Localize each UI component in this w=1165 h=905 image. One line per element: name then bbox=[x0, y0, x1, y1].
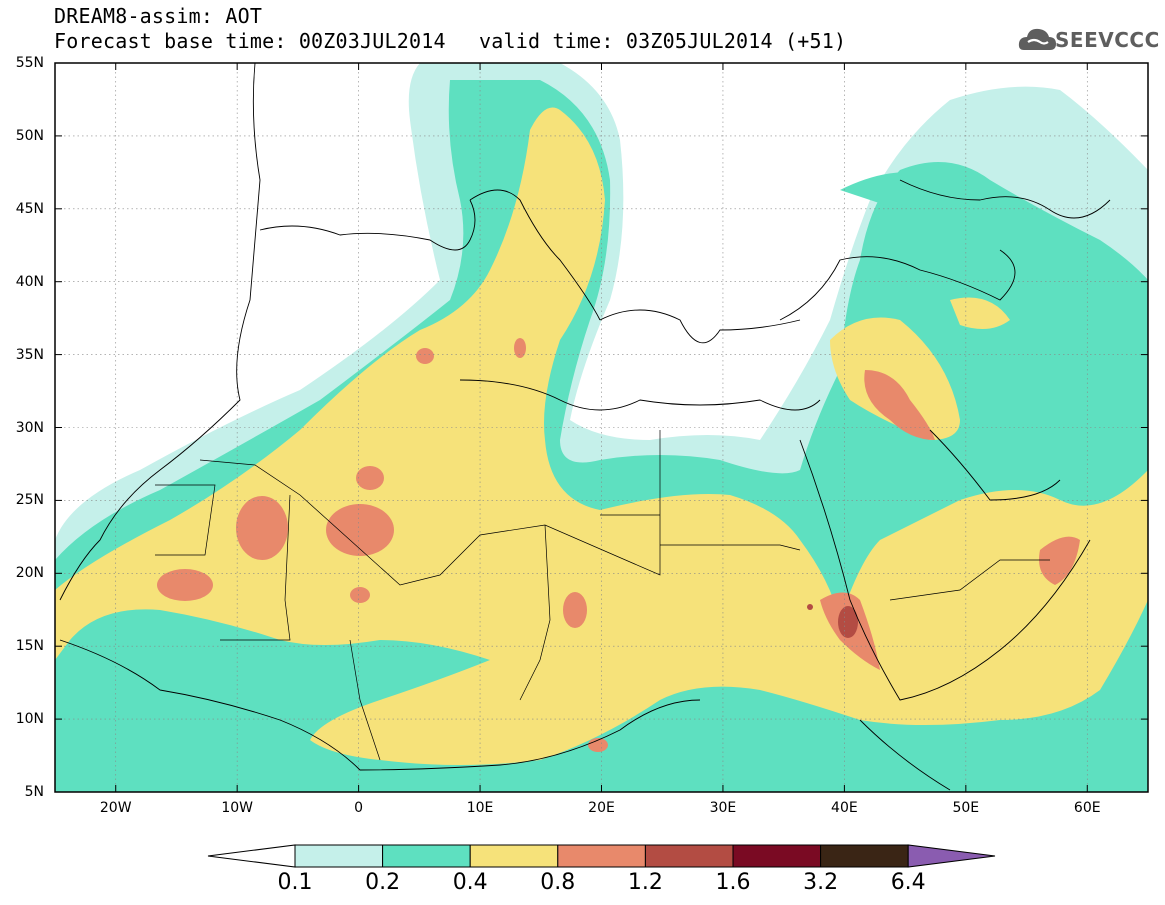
aot-level-0.8 bbox=[157, 338, 1080, 752]
coastlines bbox=[59, 63, 1111, 791]
country-borders bbox=[155, 430, 1050, 761]
lat-label: 25N bbox=[15, 492, 44, 509]
colorbar-label: 6.4 bbox=[890, 870, 926, 895]
lat-label: 50N bbox=[15, 127, 44, 144]
lat-label: 5N bbox=[24, 784, 44, 800]
lat-label: 55N bbox=[15, 55, 44, 71]
lon-label: 60E bbox=[1073, 800, 1101, 816]
lon-label: 10E bbox=[466, 800, 494, 816]
colorbar bbox=[207, 844, 996, 868]
lat-label: 15N bbox=[15, 638, 44, 655]
aot-level-1.2 bbox=[807, 604, 858, 638]
colorbar-swatch bbox=[557, 844, 646, 868]
colorbar-label: 3.2 bbox=[803, 870, 839, 895]
lon-label: 0 bbox=[354, 800, 364, 816]
forecast-base-time: Forecast base time: 00Z03JUL2014 bbox=[54, 29, 446, 53]
lon-label: 10W bbox=[221, 800, 253, 816]
colorbar-min-arrow bbox=[207, 844, 296, 868]
valid-time: valid time: 03Z05JUL2014 (+51) bbox=[479, 29, 847, 53]
lat-label: 10N bbox=[15, 711, 44, 728]
lon-label: 50E bbox=[952, 800, 980, 816]
colorbar-label: 0.1 bbox=[277, 870, 313, 895]
lat-label: 35N bbox=[15, 346, 44, 363]
map-grid bbox=[55, 63, 1148, 792]
lat-label: 40N bbox=[15, 273, 44, 290]
lat-label: 45N bbox=[15, 200, 44, 217]
colorbar-swatch bbox=[382, 844, 471, 868]
aot-level-0.4 bbox=[55, 107, 1148, 765]
lon-label: 30E bbox=[709, 800, 737, 816]
colorbar-swatch bbox=[294, 844, 384, 868]
colorbar-swatch bbox=[469, 844, 559, 868]
lat-label: 30N bbox=[15, 419, 44, 436]
lon-label: 20E bbox=[588, 800, 615, 816]
colorbar-swatch bbox=[644, 844, 734, 868]
chart-title: DREAM8-assim: AOT bbox=[54, 4, 263, 28]
cloud-icon bbox=[1018, 28, 1056, 50]
colorbar-swatch bbox=[820, 844, 909, 868]
colorbar-label: 0.2 bbox=[365, 870, 401, 895]
colorbar-max-arrow bbox=[907, 844, 996, 868]
lon-label: 20W bbox=[99, 800, 132, 816]
colorbar-label: 1.6 bbox=[715, 870, 751, 895]
logo-text: SEEVCCC bbox=[1055, 28, 1160, 52]
colorbar-swatch bbox=[732, 844, 822, 868]
colorbar-label: 1.2 bbox=[627, 870, 663, 895]
colorbar-label: 0.4 bbox=[452, 870, 488, 895]
colorbar-label: 0.8 bbox=[540, 870, 576, 895]
lat-label: 20N bbox=[15, 565, 44, 582]
lon-label: 40E bbox=[831, 800, 858, 816]
